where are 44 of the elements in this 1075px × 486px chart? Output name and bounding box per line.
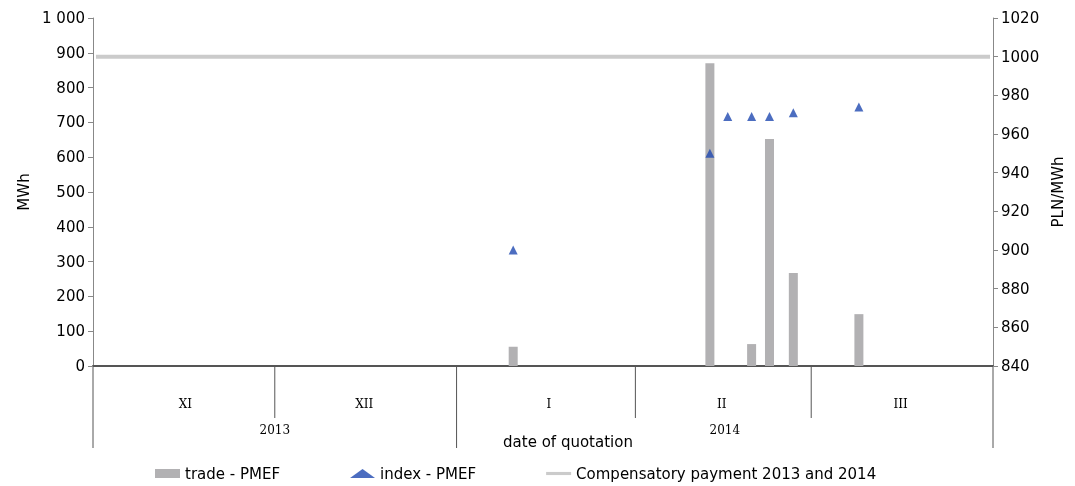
y2-tick-label: 960 (1001, 125, 1030, 143)
point (764, 112, 774, 122)
y-tick-label: 700 (56, 113, 85, 132)
x-tick-label: III (893, 397, 908, 411)
y-tick-label: 0 (75, 357, 85, 375)
text: 2013 (259, 423, 291, 437)
y2-tick-label: 900 (1001, 241, 1030, 259)
y-axis-title: MWh (14, 173, 33, 211)
y2-tick-label: 1020 (1001, 9, 1040, 27)
y2-axis-title: PLN/MWh (1048, 156, 1067, 228)
y2-tick-label: 920 (1001, 202, 1030, 221)
legend-label: index - PMEF (380, 464, 477, 483)
y-tick-label: 600 (56, 148, 85, 167)
legend-label: Compensatory payment 2013 and 2014 (576, 464, 877, 483)
y2-tick-label: 840 (1001, 357, 1030, 375)
point (747, 112, 757, 122)
y-tick-label: 800 (56, 78, 85, 97)
x-axis-title: date of quotation (503, 432, 633, 451)
y-tick-label: 1 000 (42, 9, 85, 27)
x-tick-label: XI (178, 397, 193, 411)
y-tick-label: 500 (56, 183, 85, 201)
x-tick-label: II (717, 397, 727, 411)
y2-tick-label: 860 (1001, 318, 1030, 337)
bar (705, 63, 715, 366)
bar (788, 273, 798, 366)
bar (747, 344, 757, 366)
y-tick-label: 300 (56, 252, 85, 271)
y2-tick-label: 1000 (1001, 47, 1040, 66)
x-tick-label: XII (355, 397, 374, 411)
bar (854, 314, 864, 366)
text: 2014 (709, 423, 741, 437)
bar (764, 139, 774, 366)
y-tick-label: 900 (56, 43, 85, 62)
x-tick-label: I (546, 397, 552, 411)
y-tick-label: 400 (56, 217, 85, 236)
bar (508, 346, 518, 366)
point (705, 148, 715, 158)
y-tick-label: 100 (56, 322, 85, 341)
y2-tick-label: 980 (1001, 86, 1030, 105)
point (508, 245, 518, 255)
legend-label: trade - PMEF (185, 464, 281, 483)
y2-tick-label: 940 (1001, 163, 1030, 182)
y-tick-label: 200 (56, 287, 85, 306)
y2-tick-label: 880 (1001, 279, 1030, 298)
